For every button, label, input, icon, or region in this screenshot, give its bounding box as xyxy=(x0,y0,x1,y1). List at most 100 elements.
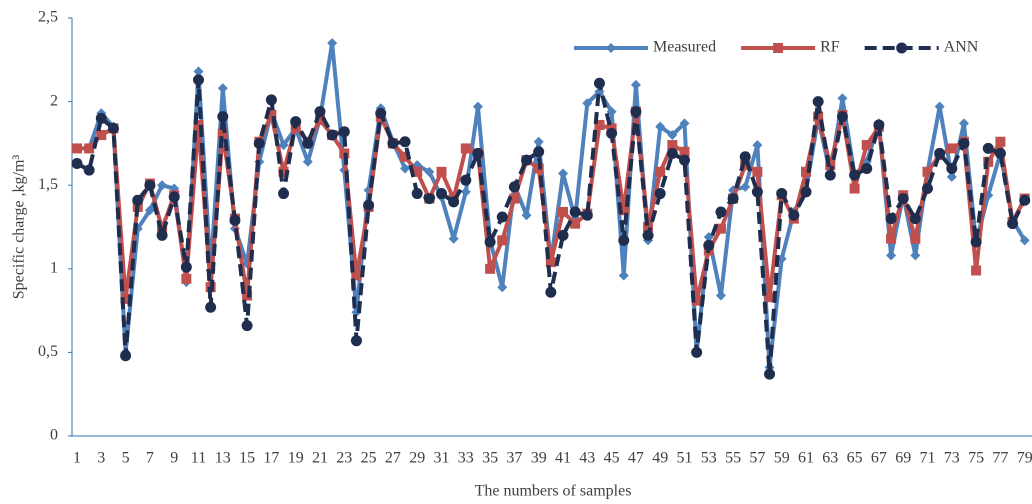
marker xyxy=(290,116,302,128)
marker xyxy=(484,236,496,248)
marker xyxy=(654,188,666,200)
marker xyxy=(655,166,666,177)
marker xyxy=(593,77,605,89)
marker xyxy=(873,119,885,131)
marker xyxy=(934,101,945,112)
marker xyxy=(533,146,545,158)
marker xyxy=(217,111,229,123)
marker xyxy=(934,147,946,159)
x-tick-label: 19 xyxy=(288,450,304,467)
y-tick-label: 1,5 xyxy=(38,176,58,193)
marker xyxy=(703,239,715,251)
marker xyxy=(630,106,642,118)
marker xyxy=(278,166,289,177)
marker xyxy=(801,166,811,177)
marker xyxy=(508,181,520,193)
x-tick-label: 33 xyxy=(458,450,474,467)
x-tick-label: 51 xyxy=(677,450,693,467)
marker xyxy=(132,194,144,206)
marker xyxy=(618,205,629,216)
marker xyxy=(521,210,532,221)
marker xyxy=(630,79,641,90)
marker xyxy=(72,143,82,154)
marker xyxy=(946,171,957,182)
marker xyxy=(375,107,387,119)
x-tick-label: 37 xyxy=(506,450,522,467)
marker xyxy=(253,137,265,149)
x-tick-label: 23 xyxy=(336,450,352,467)
marker xyxy=(411,188,423,200)
marker xyxy=(995,136,1006,147)
marker xyxy=(1019,235,1030,246)
x-tick-label: 75 xyxy=(968,450,984,467)
marker xyxy=(910,250,921,261)
marker xyxy=(558,168,568,179)
marker xyxy=(229,214,241,226)
marker xyxy=(265,94,277,106)
legend-marker xyxy=(606,43,616,53)
marker xyxy=(836,111,848,123)
marker xyxy=(180,261,192,273)
marker xyxy=(314,106,326,118)
marker xyxy=(144,179,156,191)
marker xyxy=(509,193,520,204)
marker xyxy=(618,234,630,246)
marker xyxy=(242,290,253,301)
y-tick-label: 2 xyxy=(50,92,58,109)
marker xyxy=(278,188,290,200)
marker xyxy=(557,229,569,241)
marker xyxy=(84,143,95,154)
x-tick-label: 25 xyxy=(361,450,377,467)
marker xyxy=(107,122,119,134)
series-line xyxy=(77,41,1027,370)
marker xyxy=(545,257,556,268)
x-tick-label: 11 xyxy=(191,450,206,467)
marker xyxy=(667,140,678,151)
marker xyxy=(472,101,483,112)
x-tick-label: 45 xyxy=(604,450,620,467)
marker xyxy=(436,166,447,177)
marker xyxy=(558,206,568,217)
marker xyxy=(606,106,617,117)
x-tick-label: 63 xyxy=(822,450,838,467)
marker xyxy=(643,222,654,232)
marker xyxy=(885,213,897,225)
marker xyxy=(485,263,496,274)
marker xyxy=(95,112,107,124)
marker xyxy=(958,137,970,149)
marker xyxy=(400,163,411,174)
marker xyxy=(96,130,107,141)
x-tick-label: 77 xyxy=(992,450,1008,467)
marker xyxy=(460,174,472,186)
marker xyxy=(691,295,702,306)
x-tick-label: 67 xyxy=(871,450,887,467)
marker xyxy=(946,162,958,174)
marker xyxy=(824,169,836,181)
marker xyxy=(971,265,982,276)
x-tick-label: 27 xyxy=(385,450,401,467)
legend-marker xyxy=(773,43,784,53)
marker xyxy=(217,83,228,94)
x-tick-label: 73 xyxy=(944,450,960,467)
x-tick-label: 43 xyxy=(579,450,595,467)
x-tick-label: 3 xyxy=(97,450,105,467)
x-tick-label: 49 xyxy=(652,450,668,467)
marker xyxy=(849,183,860,194)
x-tick-label: 13 xyxy=(215,450,231,467)
legend-label: RF xyxy=(820,39,840,56)
marker xyxy=(83,164,95,176)
x-tick-label: 69 xyxy=(895,450,911,467)
marker xyxy=(326,129,338,141)
marker xyxy=(327,38,338,49)
marker xyxy=(679,146,690,157)
marker xyxy=(181,273,192,284)
x-tick-label: 65 xyxy=(847,450,863,467)
x-tick-label: 53 xyxy=(701,450,717,467)
marker xyxy=(922,166,933,177)
marker xyxy=(606,127,618,139)
marker xyxy=(424,166,435,177)
y-tick-label: 2,5 xyxy=(38,9,58,26)
marker xyxy=(156,229,168,241)
x-tick-label: 55 xyxy=(725,450,741,467)
